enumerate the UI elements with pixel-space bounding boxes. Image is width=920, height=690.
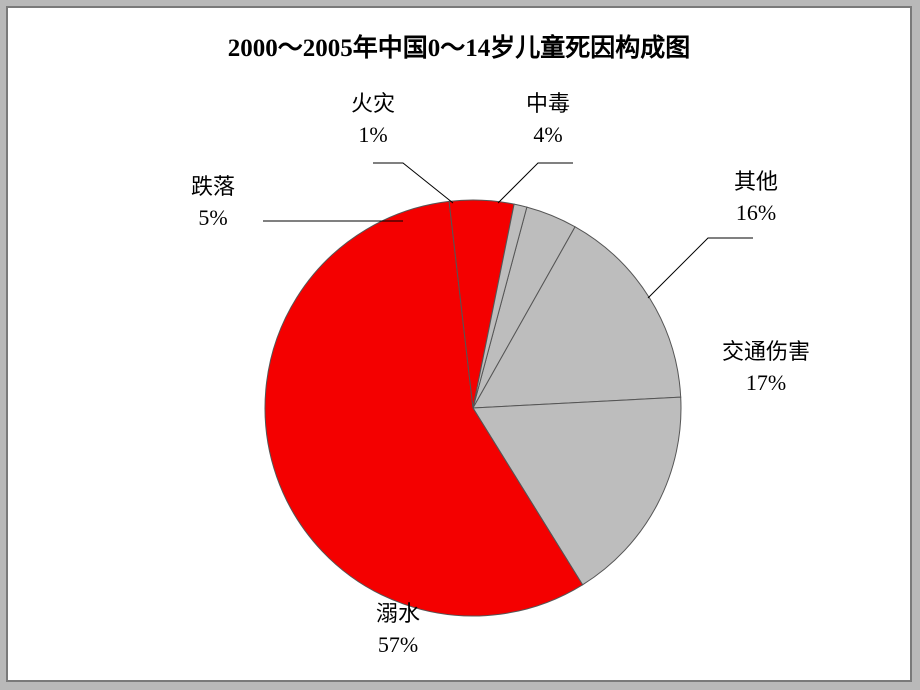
slice-label-percent: 4%: [526, 120, 570, 151]
leader-line: [498, 163, 573, 203]
slice-label: 交通伤害17%: [722, 337, 810, 399]
chart-area: 中毒4% 其他16% 交通伤害17% 溺水57% 跌落5% 火灾1%: [8, 8, 910, 680]
slice-label-name: 其他: [734, 167, 778, 198]
chart-frame: 2000～2005年中国0～14岁儿童死因构成图 中毒4%其他16%交通伤害17…: [6, 6, 912, 682]
slice-label-name: 火灾: [351, 89, 395, 120]
slice-label-name: 溺水: [376, 599, 420, 630]
slice-label: 中毒4%: [526, 89, 570, 151]
slice-label-percent: 1%: [351, 120, 395, 151]
slice-label-percent: 17%: [722, 368, 810, 399]
slice-label-percent: 5%: [191, 203, 235, 234]
slice-label: 跌落5%: [191, 172, 235, 234]
slice-label: 其他16%: [734, 167, 778, 229]
slice-label-name: 中毒: [526, 89, 570, 120]
slice-label: 火灾1%: [351, 89, 395, 151]
leader-line: [373, 163, 453, 203]
slice-label-percent: 16%: [734, 198, 778, 229]
pie-chart: [263, 198, 683, 618]
slice-label-percent: 57%: [376, 630, 420, 661]
slice-label-name: 交通伤害: [722, 337, 810, 368]
slice-label: 溺水57%: [376, 599, 420, 661]
slice-label-name: 跌落: [191, 172, 235, 203]
